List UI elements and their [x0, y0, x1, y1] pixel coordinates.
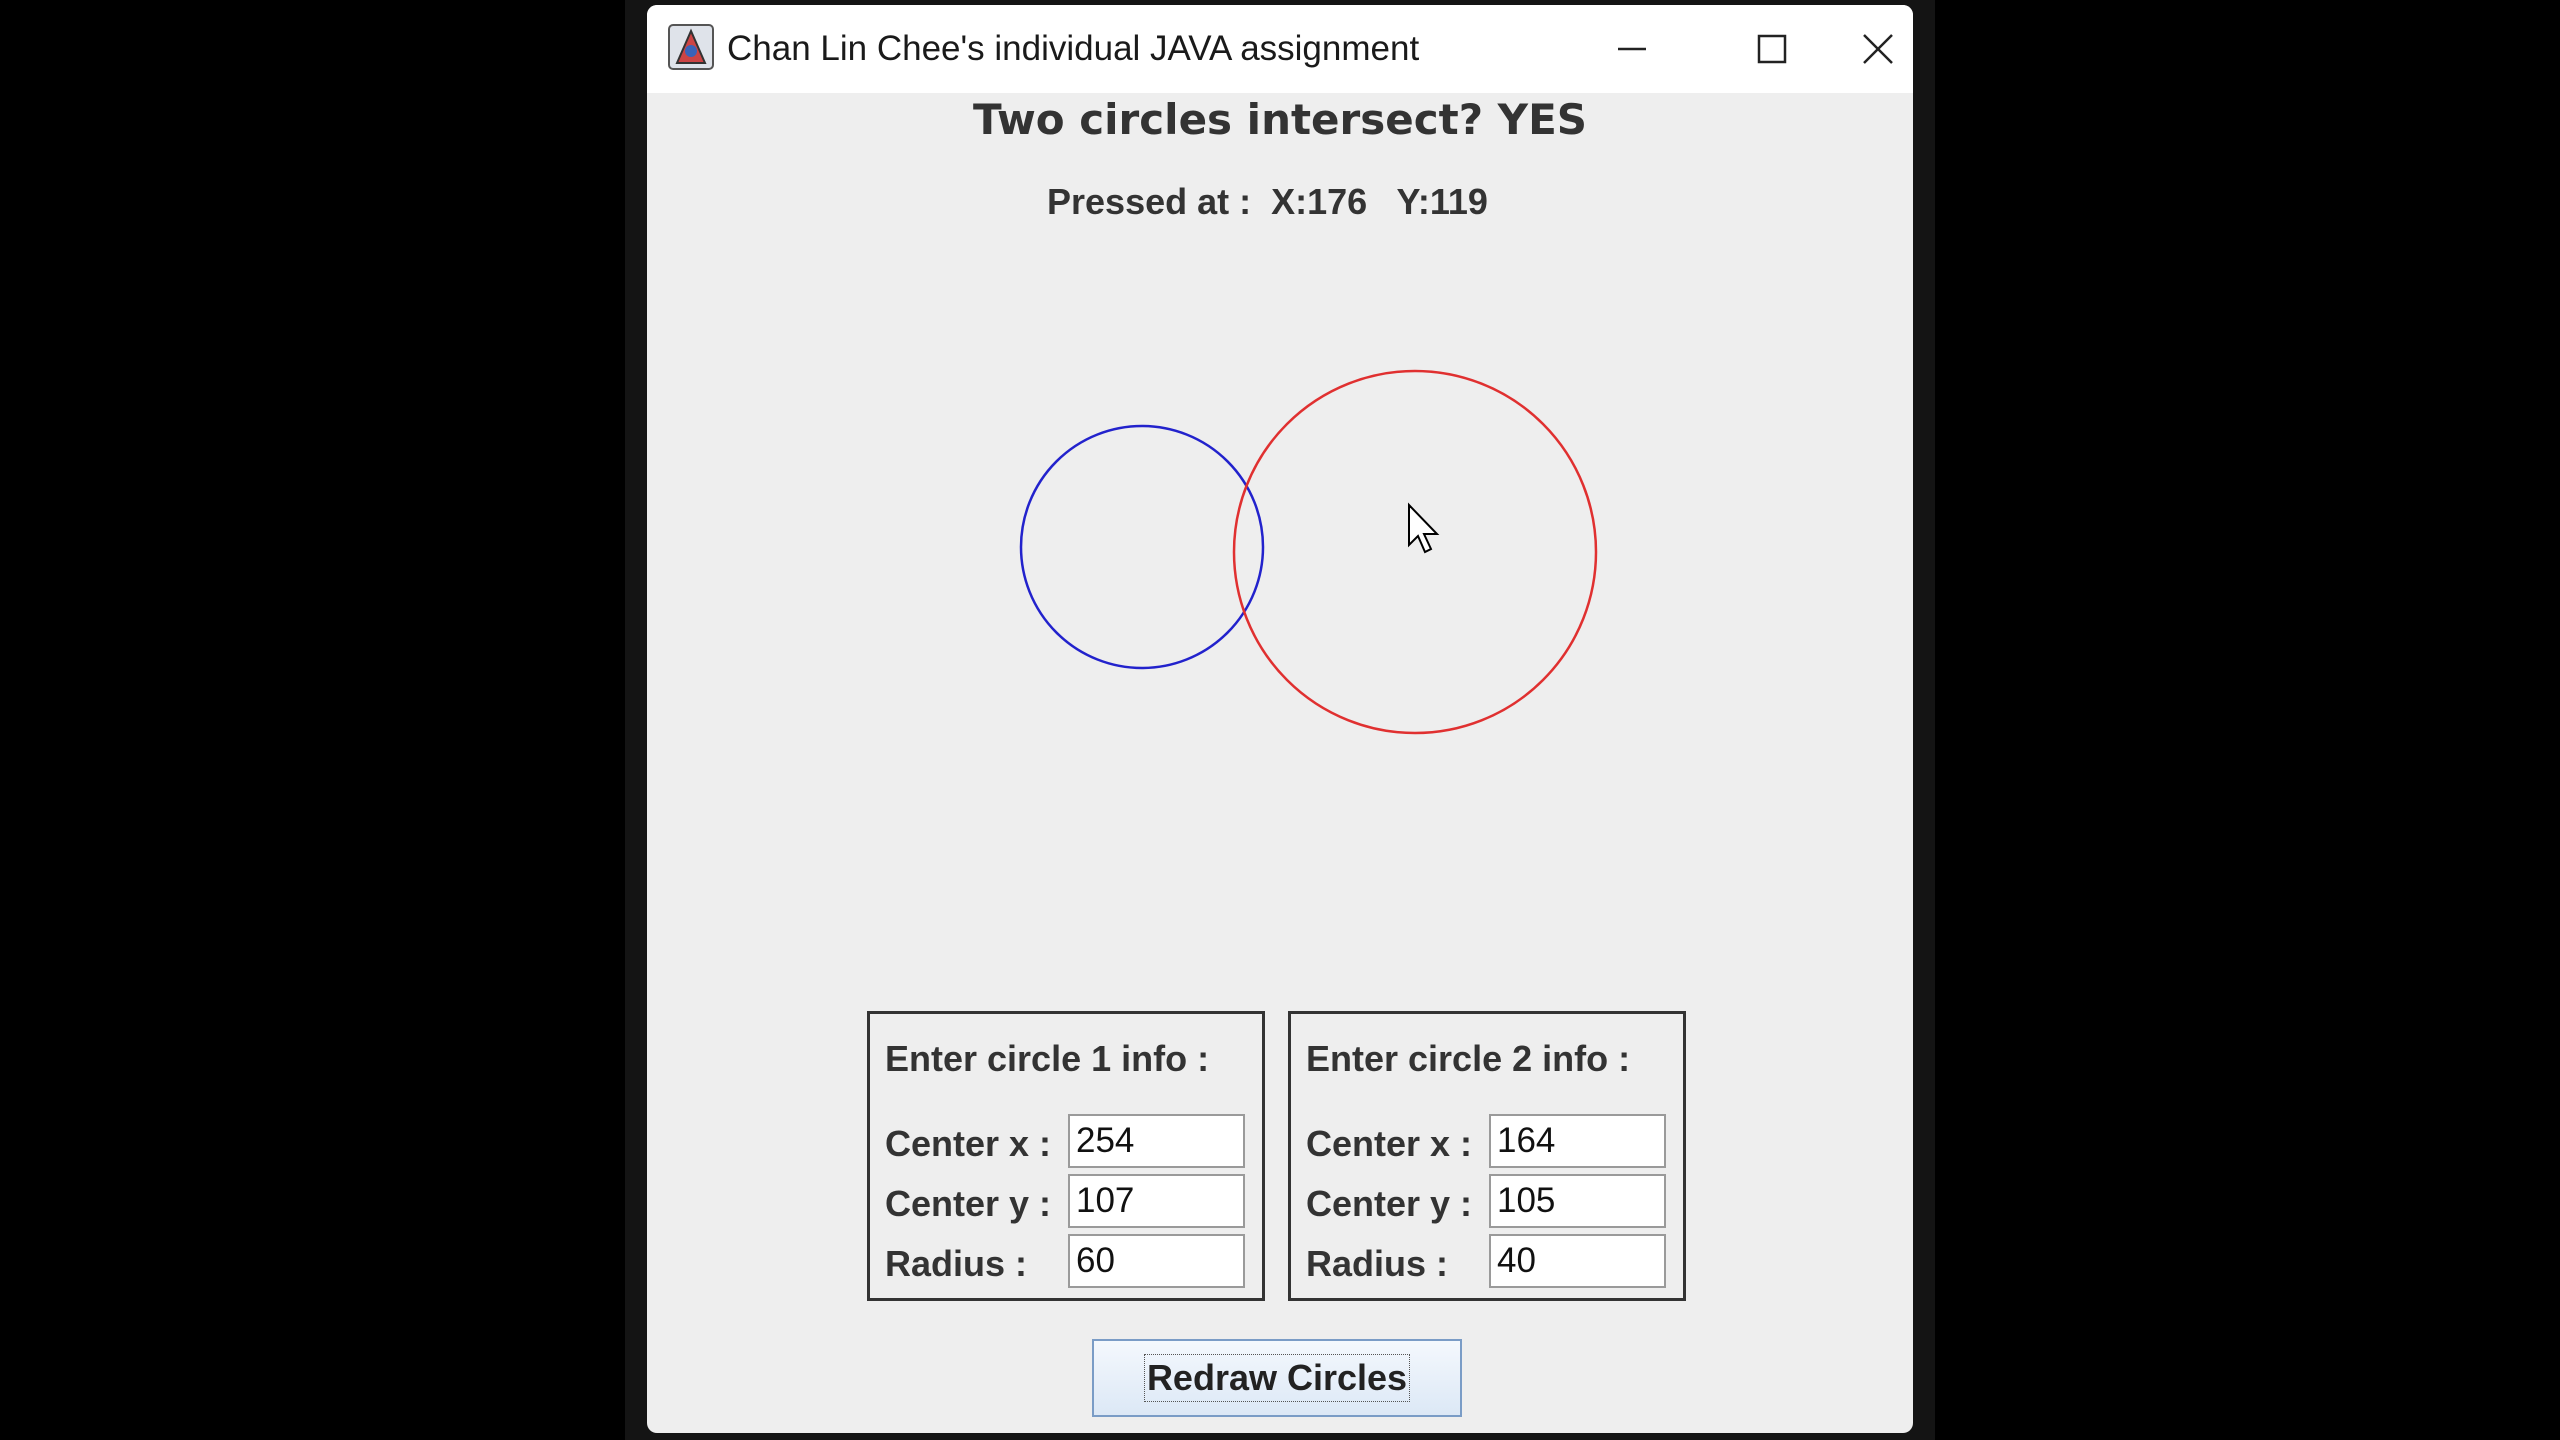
circle-1-center-y-label: Center y :	[885, 1183, 1052, 1224]
circle-2-heading: Enter circle 2 info :	[1306, 1038, 1631, 1079]
circle-1-radius-label: Radius :	[885, 1243, 1028, 1284]
window-title: Chan Lin Chee's individual JAVA assignme…	[727, 29, 1420, 68]
circle-2-center-y-label: Center y :	[1306, 1183, 1473, 1224]
circle-2-radius-label: Radius :	[1306, 1243, 1449, 1284]
maximize-button[interactable]	[1702, 5, 1842, 93]
maximize-icon	[1757, 34, 1787, 64]
circle-2-center-y-input[interactable]	[1489, 1174, 1666, 1228]
intersection-status: Two circles intersect? YES	[972, 95, 1588, 144]
circle-1-center-x-input[interactable]	[1068, 1114, 1245, 1168]
circle-2-radius-input[interactable]	[1489, 1234, 1666, 1288]
circle-1-radius-input[interactable]	[1068, 1234, 1245, 1288]
close-button[interactable]	[1842, 5, 1913, 93]
circle-blue	[1019, 424, 1265, 670]
circle-red	[1232, 369, 1598, 735]
redraw-circles-button[interactable]: Redraw Circles	[1092, 1339, 1462, 1417]
minimize-button[interactable]	[1562, 5, 1702, 93]
minimize-icon	[1618, 47, 1646, 51]
app-window: Chan Lin Chee's individual JAVA assignme…	[647, 5, 1913, 1433]
close-icon	[1862, 34, 1893, 64]
circle-2-center-x-input[interactable]	[1489, 1114, 1666, 1168]
circle-1-heading: Enter circle 1 info :	[885, 1038, 1210, 1079]
circle-1-center-x-label: Center x :	[885, 1123, 1052, 1164]
redraw-circles-label: Redraw Circles	[1143, 1354, 1411, 1402]
title-bar[interactable]: Chan Lin Chee's individual JAVA assignme…	[647, 5, 1913, 93]
pressed-coordinates: Pressed at : X:176 Y:119	[1047, 181, 1488, 222]
circle-2-panel: Enter circle 2 info : Center x : Center …	[1288, 1011, 1686, 1301]
circle-1-center-y-input[interactable]	[1068, 1174, 1245, 1228]
circle-1-panel: Enter circle 1 info : Center x : Center …	[867, 1011, 1265, 1301]
mouse-pointer-icon	[1408, 502, 1440, 554]
java-app-icon	[667, 23, 715, 71]
circle-2-center-x-label: Center x :	[1306, 1123, 1473, 1164]
